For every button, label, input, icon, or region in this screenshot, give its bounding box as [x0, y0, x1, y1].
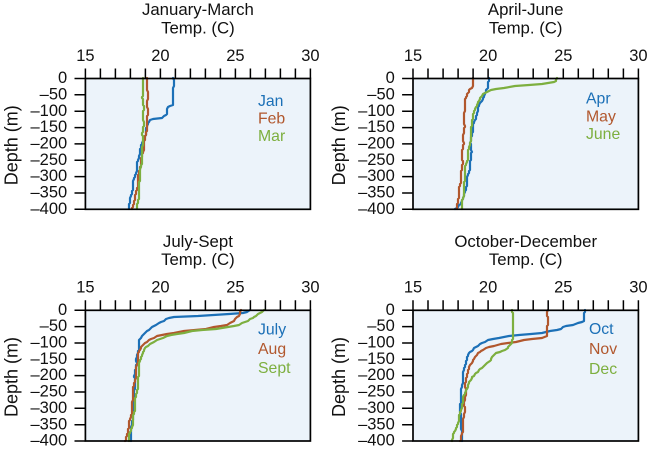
svg-text:–200: –200 [358, 366, 395, 384]
svg-text:–100: –100 [358, 334, 395, 352]
svg-text:Temp. (C): Temp. (C) [489, 250, 563, 269]
svg-text:Depth (m): Depth (m) [329, 337, 349, 417]
svg-text:Oct: Oct [589, 321, 614, 338]
svg-text:–250: –250 [358, 383, 395, 401]
svg-text:–250: –250 [30, 383, 67, 401]
svg-text:–100: –100 [358, 102, 395, 120]
svg-text:30: 30 [629, 279, 647, 297]
svg-text:–150: –150 [30, 118, 67, 136]
svg-text:–400: –400 [30, 432, 67, 450]
svg-text:July-Sept: July-Sept [163, 232, 233, 251]
svg-text:July: July [258, 322, 286, 339]
svg-text:15: 15 [76, 47, 94, 65]
svg-text:–400: –400 [30, 200, 67, 218]
svg-text:Nov: Nov [589, 341, 617, 358]
svg-text:–250: –250 [358, 151, 395, 169]
svg-text:–150: –150 [30, 350, 67, 368]
svg-text:25: 25 [554, 47, 572, 65]
svg-text:Jan: Jan [258, 93, 283, 110]
svg-text:Dec: Dec [589, 361, 617, 378]
svg-text:–200: –200 [358, 135, 395, 153]
svg-text:April-June: April-June [488, 0, 564, 19]
svg-text:–50: –50 [367, 85, 395, 103]
svg-text:20: 20 [479, 47, 497, 65]
svg-text:15: 15 [76, 279, 94, 297]
svg-text:0: 0 [58, 301, 67, 319]
svg-text:Depth (m): Depth (m) [2, 337, 22, 417]
svg-text:May: May [586, 108, 616, 125]
svg-text:Feb: Feb [258, 110, 285, 127]
svg-text:0: 0 [58, 69, 67, 87]
svg-text:0: 0 [386, 69, 395, 87]
svg-text:–150: –150 [358, 118, 395, 136]
svg-text:20: 20 [151, 279, 169, 297]
svg-text:30: 30 [301, 47, 319, 65]
svg-text:–400: –400 [358, 200, 395, 218]
svg-text:–350: –350 [30, 415, 67, 433]
svg-text:20: 20 [479, 279, 497, 297]
svg-text:0: 0 [386, 301, 395, 319]
svg-text:30: 30 [301, 279, 319, 297]
svg-text:25: 25 [226, 47, 244, 65]
svg-text:25: 25 [554, 279, 572, 297]
svg-text:–50: –50 [367, 317, 395, 335]
svg-text:20: 20 [151, 47, 169, 65]
svg-text:October-December: October-December [454, 232, 597, 251]
svg-text:Apr: Apr [586, 91, 611, 108]
svg-text:Temp. (C): Temp. (C) [161, 18, 235, 37]
svg-text:–300: –300 [30, 399, 67, 417]
svg-text:15: 15 [404, 47, 422, 65]
svg-text:–300: –300 [358, 167, 395, 185]
svg-text:–350: –350 [358, 415, 395, 433]
svg-text:–400: –400 [358, 432, 395, 450]
svg-text:–350: –350 [30, 184, 67, 202]
svg-text:–150: –150 [358, 350, 395, 368]
svg-text:–300: –300 [358, 399, 395, 417]
svg-text:Aug: Aug [258, 341, 286, 358]
svg-text:25: 25 [226, 279, 244, 297]
svg-text:–100: –100 [30, 334, 67, 352]
svg-text:–200: –200 [30, 135, 67, 153]
svg-text:30: 30 [629, 47, 647, 65]
svg-text:Depth (m): Depth (m) [329, 105, 349, 185]
svg-text:Depth (m): Depth (m) [2, 105, 22, 185]
svg-text:15: 15 [404, 279, 422, 297]
svg-text:Sept: Sept [258, 360, 291, 377]
svg-text:Temp. (C): Temp. (C) [489, 18, 563, 37]
svg-text:January-March: January-March [142, 0, 254, 19]
svg-text:June: June [586, 126, 620, 143]
svg-text:Temp. (C): Temp. (C) [161, 250, 235, 269]
svg-text:–100: –100 [30, 102, 67, 120]
svg-text:Mar: Mar [258, 128, 285, 145]
svg-text:–50: –50 [40, 85, 68, 103]
svg-text:–200: –200 [30, 366, 67, 384]
svg-text:–50: –50 [40, 317, 68, 335]
svg-text:–250: –250 [30, 151, 67, 169]
svg-text:–300: –300 [30, 167, 67, 185]
svg-text:–350: –350 [358, 184, 395, 202]
